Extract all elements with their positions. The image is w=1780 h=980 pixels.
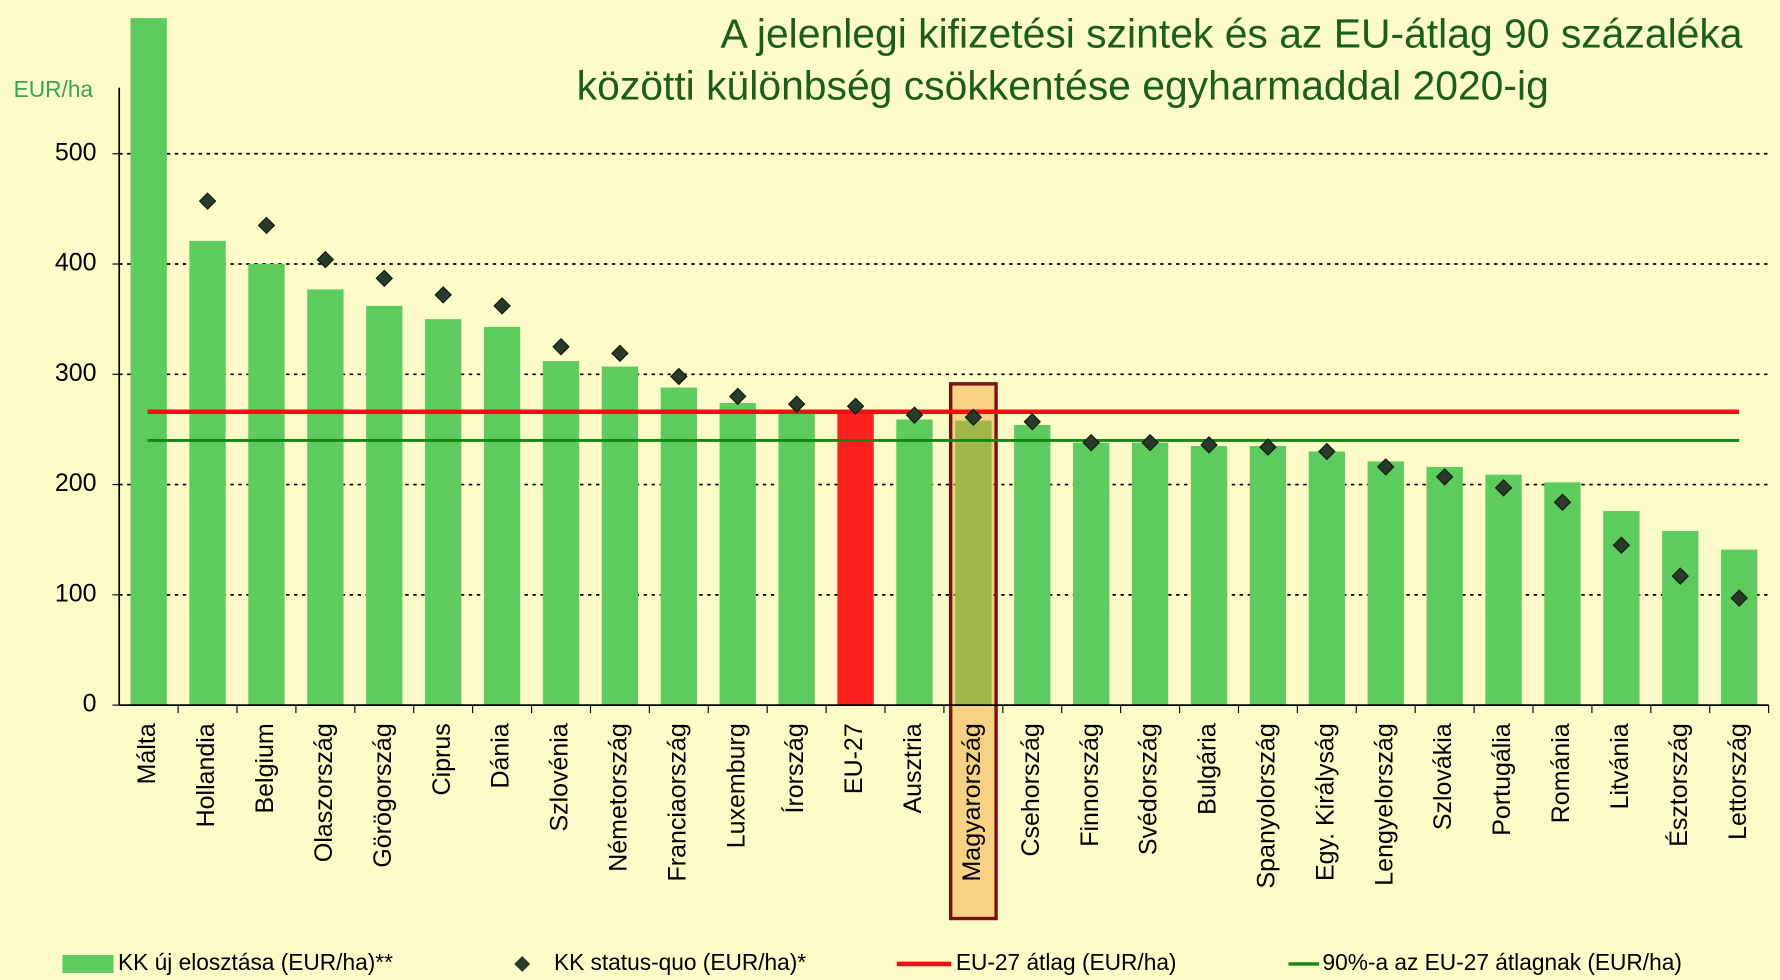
x-tick-label: Franciaország [663, 723, 691, 881]
status-quo-marker [905, 406, 924, 424]
status-quo-marker [846, 397, 865, 416]
x-tick-label: Észtország [1664, 723, 1693, 847]
x-tick-label: Luxemburg [722, 723, 750, 848]
x-tick-label: Görögország [369, 723, 397, 867]
bar [1308, 451, 1345, 706]
bar [1073, 442, 1110, 706]
status-quo-marker [1376, 458, 1395, 476]
status-quo-marker [611, 344, 629, 363]
bar [483, 326, 521, 706]
bar [1721, 549, 1758, 706]
bar [425, 319, 462, 706]
y-tick-label: 0 [83, 690, 97, 718]
x-tick-label: Németország [605, 723, 633, 871]
bar [248, 264, 285, 706]
status-quo-marker [1612, 536, 1631, 554]
bar [601, 366, 639, 706]
y-tick-label: 400 [55, 249, 97, 277]
x-tick-label: Lettország [1724, 723, 1752, 840]
x-tick-label: Lengyelország [1370, 723, 1398, 885]
y-tick-label: 200 [55, 469, 97, 497]
x-tick-label: Olaszország [310, 723, 338, 862]
status-quo-marker [1435, 468, 1454, 486]
bar [660, 387, 697, 706]
status-quo-marker [1023, 412, 1042, 431]
x-tick-label: Szlovénia [546, 723, 574, 831]
bar [542, 361, 580, 706]
status-quo-marker [375, 269, 394, 288]
x-tick-label: Hollandia [192, 723, 220, 827]
bar [1131, 442, 1169, 706]
x-tick-label: EU-27 [840, 723, 868, 794]
status-quo-marker [198, 192, 217, 210]
y-axis-label: EUR/ha [14, 76, 94, 102]
y-tick-label: 300 [55, 359, 97, 387]
bar [189, 240, 226, 706]
bar [1367, 461, 1404, 706]
x-tick-label: Ciprus [428, 723, 456, 795]
status-quo-marker [1553, 493, 1572, 511]
bar [837, 411, 874, 706]
x-tick-label: Svédország [1135, 723, 1163, 855]
status-quo-marker [787, 395, 806, 413]
status-quo-marker [493, 297, 511, 315]
x-tick-label: Magyarország [958, 723, 986, 881]
status-quo-marker [434, 286, 452, 304]
x-tick-label: Belgium [251, 723, 279, 813]
highlight-box [948, 382, 998, 921]
bar [1249, 445, 1287, 706]
legend-label: KK új elosztása (EUR/ha)** [118, 949, 393, 975]
x-tick-label: Egy. Királyság [1311, 723, 1339, 881]
status-quo-marker [316, 250, 335, 269]
bar [307, 289, 344, 706]
chart-title: A jelenlegi kifizetési szintek és az EU-… [721, 10, 1743, 56]
y-tick-label: 100 [55, 579, 97, 607]
bar [1485, 474, 1522, 706]
status-quo-marker [670, 367, 688, 386]
x-tick-label: Románia [1547, 723, 1575, 823]
bar [1662, 530, 1699, 706]
bar [896, 419, 933, 706]
x-tick-label: Dánia [487, 723, 515, 788]
status-quo-marker [728, 387, 747, 406]
status-quo-marker [964, 408, 983, 427]
status-quo-marker [1141, 433, 1159, 452]
x-tick-label: Bulgária [1194, 723, 1222, 815]
legend-label: 90%-a az EU-27 átlagnak (EUR/ha) [1323, 949, 1682, 975]
x-tick-label: Portugália [1488, 723, 1516, 836]
bar [955, 420, 992, 706]
x-tick-label: Szlovákia [1429, 723, 1457, 830]
bar [1190, 445, 1228, 706]
status-quo-marker [257, 216, 276, 235]
status-quo-marker [1259, 438, 1277, 456]
x-tick-label: Finnország [1076, 723, 1104, 847]
status-quo-marker [552, 337, 570, 356]
legend-label: KK status-quo (EUR/ha)* [554, 949, 806, 975]
status-quo-marker [1318, 442, 1336, 461]
x-tick-label: Ausztria [899, 723, 927, 813]
chart-title: közötti különbség csökkentése egyharmadd… [577, 63, 1549, 109]
x-tick-label: Litvánia [1606, 723, 1634, 809]
x-tick-label: Írország [780, 723, 809, 813]
y-tick-label: 500 [55, 138, 97, 166]
bar [130, 18, 167, 706]
legend-swatch [62, 954, 114, 974]
status-quo-marker [1200, 436, 1218, 454]
bar [719, 402, 756, 706]
x-tick-label: Csehország [1017, 723, 1045, 856]
bar [1014, 425, 1051, 706]
bar [1544, 482, 1581, 706]
status-quo-marker [1730, 589, 1748, 607]
x-tick-label: Málta [133, 723, 161, 784]
bar [778, 411, 815, 706]
legend-label: EU-27 átlag (EUR/ha) [956, 949, 1177, 975]
status-quo-marker [1494, 479, 1513, 497]
status-quo-marker [1671, 567, 1690, 585]
x-tick-label: Spanyolország [1253, 723, 1281, 888]
status-quo-marker [1082, 433, 1100, 452]
bar [1426, 466, 1463, 706]
legend-swatch [514, 956, 531, 972]
bar [366, 305, 403, 706]
